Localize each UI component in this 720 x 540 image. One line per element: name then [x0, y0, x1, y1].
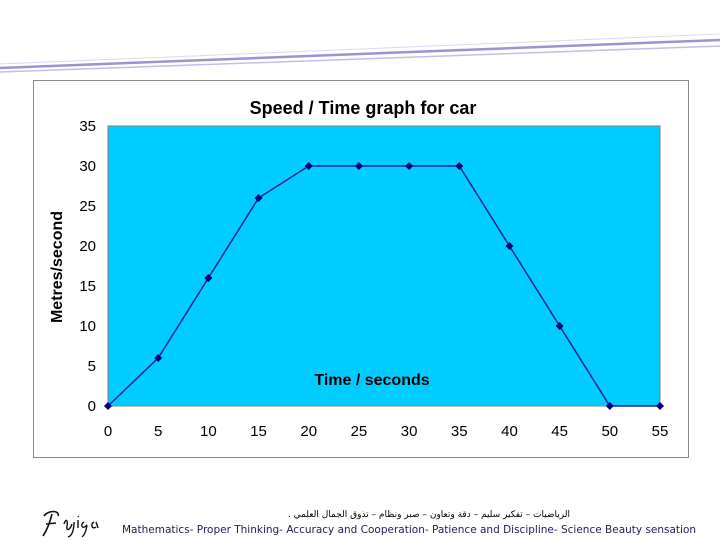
y-tick-label: 20	[79, 238, 96, 255]
y-tick-label: 10	[79, 318, 96, 335]
data-point	[405, 162, 414, 170]
x-tick-label: 45	[551, 423, 568, 440]
footer-english-motto: Mathematics- Proper Thinking- Accuracy a…	[122, 524, 697, 536]
y-tick-label: 5	[88, 358, 96, 375]
y-tick-label: 0	[88, 398, 96, 415]
x-tick-label: 35	[451, 423, 468, 440]
y-axis-title: Metres/second	[49, 211, 66, 323]
x-tick-label: 30	[401, 423, 418, 440]
data-point	[254, 194, 263, 202]
data-point	[555, 322, 564, 330]
x-axis: 0 5 10 15 20 25 30 35 40 45 50 55	[104, 423, 669, 440]
data-point	[605, 402, 614, 410]
x-tick-label: 40	[501, 423, 518, 440]
y-tick-label: 25	[79, 198, 96, 215]
x-tick-label: 10	[200, 423, 217, 440]
data-point	[154, 354, 163, 362]
x-tick-label: 15	[250, 423, 267, 440]
signature-logo	[42, 510, 99, 538]
x-tick-label: 55	[652, 423, 669, 440]
data-point	[505, 242, 514, 250]
data-point	[656, 402, 664, 410]
speed-time-chart: Speed / Time graph for car 0 5 10 15 20 25 30 3…	[49, 98, 669, 440]
y-tick-label: 15	[79, 278, 96, 295]
x-axis-title: Time / seconds	[314, 372, 429, 389]
footer-arabic-motto: الرياضيات – تفكير سليم – دقة وتعاون – صب…	[287, 510, 570, 520]
x-tick-label: 0	[104, 423, 112, 440]
data-point	[354, 162, 363, 170]
chart-title: Speed / Time graph for car	[250, 98, 477, 118]
x-tick-label: 50	[601, 423, 618, 440]
y-tick-label: 35	[79, 118, 96, 135]
x-tick-label: 20	[300, 423, 317, 440]
y-axis: 0 5 10 15 20 25 30 35	[79, 118, 96, 415]
data-point	[455, 162, 464, 170]
data-point	[204, 274, 213, 282]
x-tick-label: 5	[154, 423, 162, 440]
y-tick-label: 30	[79, 158, 96, 175]
series-line	[107, 165, 660, 407]
header-decoration	[0, 33, 720, 73]
data-markers	[104, 162, 664, 410]
data-point	[304, 162, 313, 170]
plot-area	[107, 125, 661, 407]
data-point	[104, 402, 112, 410]
x-tick-label: 25	[351, 423, 368, 440]
chart-container: Speed / Time graph for car 0 5 10 15 20 25 30 3…	[33, 80, 689, 458]
